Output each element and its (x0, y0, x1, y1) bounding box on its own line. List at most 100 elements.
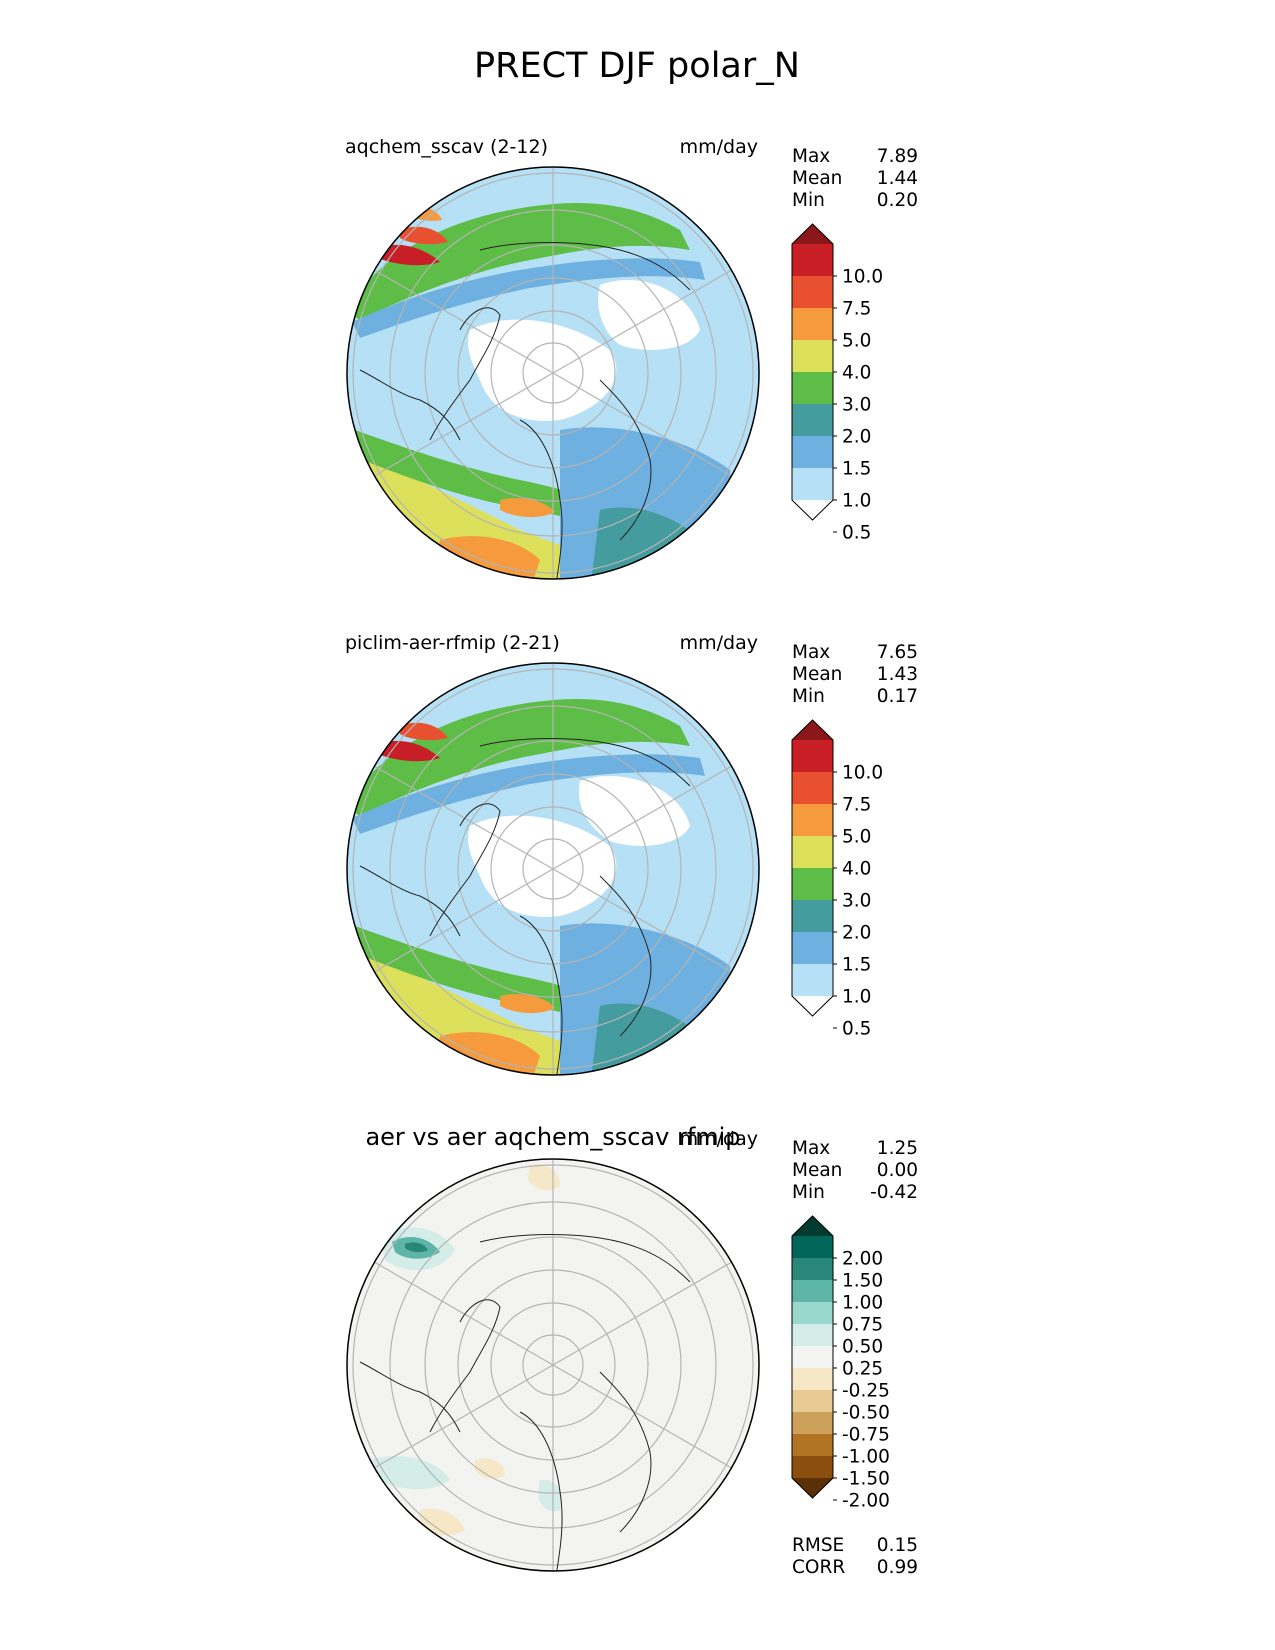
anomaly-negative-small (475, 1458, 505, 1479)
panel-diff: aer vs aer aqchem_sscav rfmip mm/day Max… (346, 1123, 918, 1578)
precip-maximum-atlantic (378, 740, 440, 762)
colorbar-tick-label: 2.0 (842, 427, 871, 448)
colorbar-bin (792, 804, 833, 837)
colorbar-tick-label: 5.0 (842, 827, 871, 848)
colorbar-tick-label: 2.0 (842, 923, 871, 944)
stat-label-max: Max (792, 146, 830, 167)
colorbar-bin (792, 244, 833, 277)
colorbar-extend-max (792, 224, 833, 244)
panel-test-map-border (346, 166, 760, 580)
colorbar-tick-label: 4.0 (842, 363, 871, 384)
stat-value-min: 0.20 (877, 190, 918, 211)
colorbar-bin (792, 340, 833, 373)
anomaly-positive-europe (538, 1479, 562, 1512)
stat-value-mean: 1.44 (877, 168, 918, 189)
colorbar-tick-label: 1.50 (842, 1271, 883, 1292)
precip-maximum-atlantic (378, 244, 440, 266)
coastlines (359, 242, 691, 579)
colorbar-extend-max (792, 1216, 833, 1236)
precip-band-green (347, 203, 690, 320)
stat-value-min: -0.42 (870, 1182, 918, 1203)
precip-band-europe-teal (590, 507, 720, 579)
panel-ref-units: mm/day (680, 632, 758, 654)
gridlines (352, 167, 754, 579)
stat-value-max: 7.89 (877, 146, 918, 167)
panel-diff-stats: Max 1.25 Mean 0.00 Min -0.42 (792, 1138, 918, 1203)
panel-ref-map (347, 663, 759, 1075)
colorbar-tick-label: 1.0 (842, 491, 871, 512)
stat-label-min: Min (792, 686, 825, 707)
colorbar-tick-label: 7.5 (842, 299, 871, 320)
panel-ref-title: piclim-aer-rfmip (2-21) (345, 632, 560, 654)
panel-test-units: mm/day (680, 136, 758, 158)
colorbar-bin (792, 1236, 833, 1259)
stat-value-mean: 0.00 (877, 1160, 918, 1181)
stat-value-mean: 1.43 (877, 664, 918, 685)
precip-band-green (347, 699, 690, 816)
colorbar-bin (792, 772, 833, 805)
figure-title: PRECT DJF polar_N (474, 46, 800, 86)
colorbar-tick-label: 3.0 (842, 395, 871, 416)
colorbar-bin (792, 1390, 833, 1413)
colorbar-tick-label: -2.00 (842, 1491, 890, 1512)
colorbar-tick-label: 0.75 (842, 1315, 883, 1336)
colorbar-bin (792, 468, 833, 501)
colorbar-bin (792, 1346, 833, 1369)
stat-value-rmse: 0.15 (877, 1535, 918, 1556)
panel-diff-colorbar: 2.001.501.000.750.500.25-0.25-0.50-0.75-… (791, 1215, 890, 1512)
panel-diff-map (347, 1159, 759, 1571)
colorbar-bin (792, 1280, 833, 1303)
colorbar-extend-min (792, 996, 833, 1016)
stat-value-max: 7.65 (877, 642, 918, 663)
anomaly-negative-pole (528, 1164, 560, 1191)
colorbar-tick-label: 1.00 (842, 1293, 883, 1314)
coastlines (359, 1234, 691, 1571)
panel-test-stats: Max 7.89 Mean 1.44 Min 0.20 (792, 146, 918, 211)
colorbar-bin (792, 1434, 833, 1457)
colorbar-bin (792, 1456, 833, 1479)
colorbar-tick-label: 0.5 (842, 1019, 871, 1040)
colorbar-bin (792, 1302, 833, 1325)
anomaly-negative-pacific (420, 1508, 465, 1536)
colorbar-tick-label: 0.25 (842, 1359, 883, 1380)
panel-ref-colorbar: 10.0 7.5 5.0 4.0 3.0 2.0 1.5 1.0 0.5 (791, 719, 883, 1040)
colorbar-tick-label: -0.50 (842, 1403, 890, 1424)
colorbar-bin (792, 836, 833, 869)
stat-label-max: Max (792, 1138, 830, 1159)
colorbar-tick-label: 4.0 (842, 859, 871, 880)
precip-pacific-orange-small (500, 498, 555, 518)
colorbar-tick-label: 1.5 (842, 955, 871, 976)
precip-pacific-orange-small (500, 994, 555, 1014)
colorbar-tick-label: -0.25 (842, 1381, 890, 1402)
panel-ref-map-border (346, 662, 760, 1076)
colorbar-bin (792, 964, 833, 997)
colorbar-tick-label: -0.75 (842, 1425, 890, 1446)
colorbar-bin (792, 308, 833, 341)
stat-label-max: Max (792, 642, 830, 663)
anomaly-positive-atlantic-core (405, 1242, 428, 1253)
colorbar-tick-label: 7.5 (842, 795, 871, 816)
colorbar-tick-label: 3.0 (842, 891, 871, 912)
colorbar-extend-min (792, 500, 833, 520)
stat-label-mean: Mean (792, 1160, 842, 1181)
stat-value-corr: 0.99 (877, 1557, 918, 1578)
precip-band-europe-teal (590, 1003, 720, 1075)
coastlines (359, 738, 691, 1075)
colorbar-bin (792, 868, 833, 901)
dry-siberia-region (578, 776, 690, 846)
panel-test-title: aqchem_sscav (2-12) (345, 136, 548, 158)
colorbar-tick-label: -1.00 (842, 1447, 890, 1468)
stat-value-max: 1.25 (877, 1138, 918, 1159)
colorbar-bin (792, 740, 833, 773)
colorbar-bin (792, 1324, 833, 1347)
colorbar-bin (792, 436, 833, 469)
colorbar-bin (792, 372, 833, 405)
panel-diff-title: aer vs aer aqchem_sscav rfmip (365, 1123, 740, 1151)
stat-label-rmse: RMSE (792, 1535, 844, 1556)
panel-ref: piclim-aer-rfmip (2-21) mm/day Max 7.65 … (345, 632, 918, 1076)
colorbar-bin (792, 1412, 833, 1435)
stat-label-corr: CORR (792, 1557, 845, 1578)
stat-label-min: Min (792, 1182, 825, 1203)
colorbar-bin (792, 900, 833, 933)
